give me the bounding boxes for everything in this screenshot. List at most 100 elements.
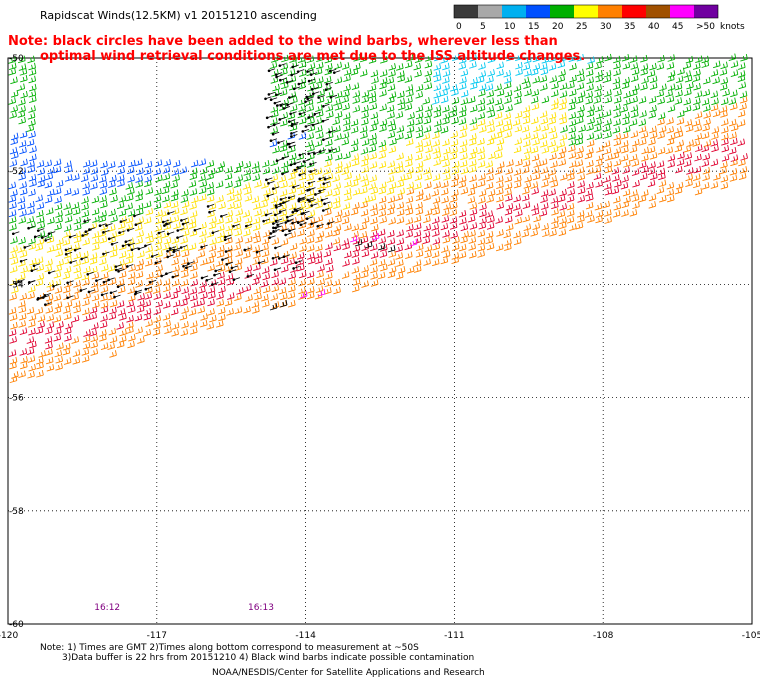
wind-barb: [668, 132, 676, 141]
wind-barb: [305, 98, 314, 106]
wind-barb: [47, 166, 55, 175]
contaminated-barb: [166, 231, 175, 236]
wind-barb: [8, 62, 17, 70]
wind-barb: [44, 327, 53, 335]
wind-barb: [314, 195, 323, 204]
wind-barb: [425, 54, 433, 62]
lat-lon-grid: [8, 58, 752, 624]
wind-barb: [594, 90, 602, 98]
wind-barb: [404, 242, 413, 251]
wind-barb: [18, 305, 27, 314]
wind-barb: [485, 236, 493, 245]
wind-barb: [587, 215, 595, 223]
wind-barb: [314, 167, 323, 176]
wind-barb: [405, 153, 413, 162]
wind-barb: [8, 216, 17, 224]
contaminated-barb: [279, 77, 287, 82]
contaminated-barb: [200, 244, 208, 249]
wind-barb: [206, 160, 215, 168]
wind-barb: [395, 272, 404, 280]
wind-barb: [658, 179, 667, 188]
wind-barb: [181, 286, 189, 295]
wind-barb: [683, 159, 692, 168]
wind-barb: [299, 69, 307, 77]
contaminated-barb: [214, 268, 222, 273]
wind-barb: [478, 196, 486, 204]
wind-barb: [522, 187, 530, 195]
wind-barb: [53, 270, 62, 279]
wind-barb: [387, 230, 395, 238]
wind-barb: [108, 312, 117, 320]
wind-barb: [29, 95, 37, 104]
wind-barb: [352, 278, 361, 286]
wind-barb: [539, 140, 548, 148]
wind-barb: [253, 251, 261, 259]
wind-barb: [540, 195, 548, 203]
wind-barb: [153, 257, 162, 266]
wind-barb: [81, 348, 90, 356]
wind-barb: [117, 160, 126, 168]
wind-barb: [35, 256, 44, 265]
wind-barb: [200, 291, 208, 300]
contaminated-barb: [296, 69, 305, 73]
wind-barb: [603, 109, 612, 118]
wind-barb: [101, 271, 109, 280]
wind-barb: [73, 280, 81, 288]
wind-barb: [539, 62, 548, 71]
wind-barb: [342, 89, 350, 98]
wind-barb: [198, 158, 207, 166]
wind-barb: [270, 55, 279, 63]
wind-barb: [459, 130, 467, 139]
wind-barb: [335, 209, 343, 218]
wind-barb: [701, 159, 710, 168]
wind-barb: [387, 130, 396, 139]
wind-barb: [433, 151, 442, 160]
wind-barb: [452, 160, 460, 169]
wind-barb: [586, 83, 594, 92]
wind-barb: [217, 306, 226, 315]
wind-barb: [81, 256, 90, 265]
wind-barb: [604, 165, 613, 174]
wind-barb: [127, 305, 136, 314]
wind-barb: [262, 266, 270, 274]
wind-barb: [387, 202, 396, 211]
wind-barb: [559, 221, 567, 230]
wind-barb: [550, 145, 559, 153]
wind-barb: [10, 105, 19, 113]
wind-barb: [649, 75, 658, 84]
wind-barb: [342, 210, 350, 218]
wind-barb: [332, 174, 340, 183]
wind-barb: [90, 174, 99, 182]
map-frame: [7, 57, 753, 625]
wind-barb: [198, 236, 207, 244]
lat-tick-label: -58: [9, 507, 24, 517]
wind-barb: [181, 321, 189, 329]
wind-barb: [98, 175, 107, 183]
wind-barb: [315, 214, 324, 223]
contaminated-barb: [83, 219, 91, 223]
wind-barb: [100, 342, 109, 350]
contaminated-barb: [298, 196, 306, 201]
wind-barb: [334, 215, 342, 224]
wind-barb: [395, 111, 404, 119]
wind-barb: [333, 224, 342, 232]
wind-barb: [409, 238, 418, 247]
wind-barb: [514, 124, 523, 133]
wind-barb: [397, 74, 406, 83]
wind-barb: [505, 104, 513, 113]
colorbar-bin: [478, 5, 502, 18]
contaminated-barb: [313, 111, 321, 116]
wind-barb: [99, 257, 107, 266]
wind-barb: [307, 244, 315, 252]
wind-barb: [667, 54, 676, 62]
wind-barb: [477, 250, 485, 258]
wind-barb: [515, 53, 523, 62]
wind-barb: [442, 159, 450, 168]
wind-barb: [496, 202, 504, 210]
wind-barb: [298, 82, 306, 90]
wind-barb: [73, 300, 81, 309]
wind-barb: [62, 306, 71, 314]
wind-barb: [685, 179, 693, 187]
wind-barb: [180, 244, 189, 252]
wind-barb: [83, 265, 91, 274]
